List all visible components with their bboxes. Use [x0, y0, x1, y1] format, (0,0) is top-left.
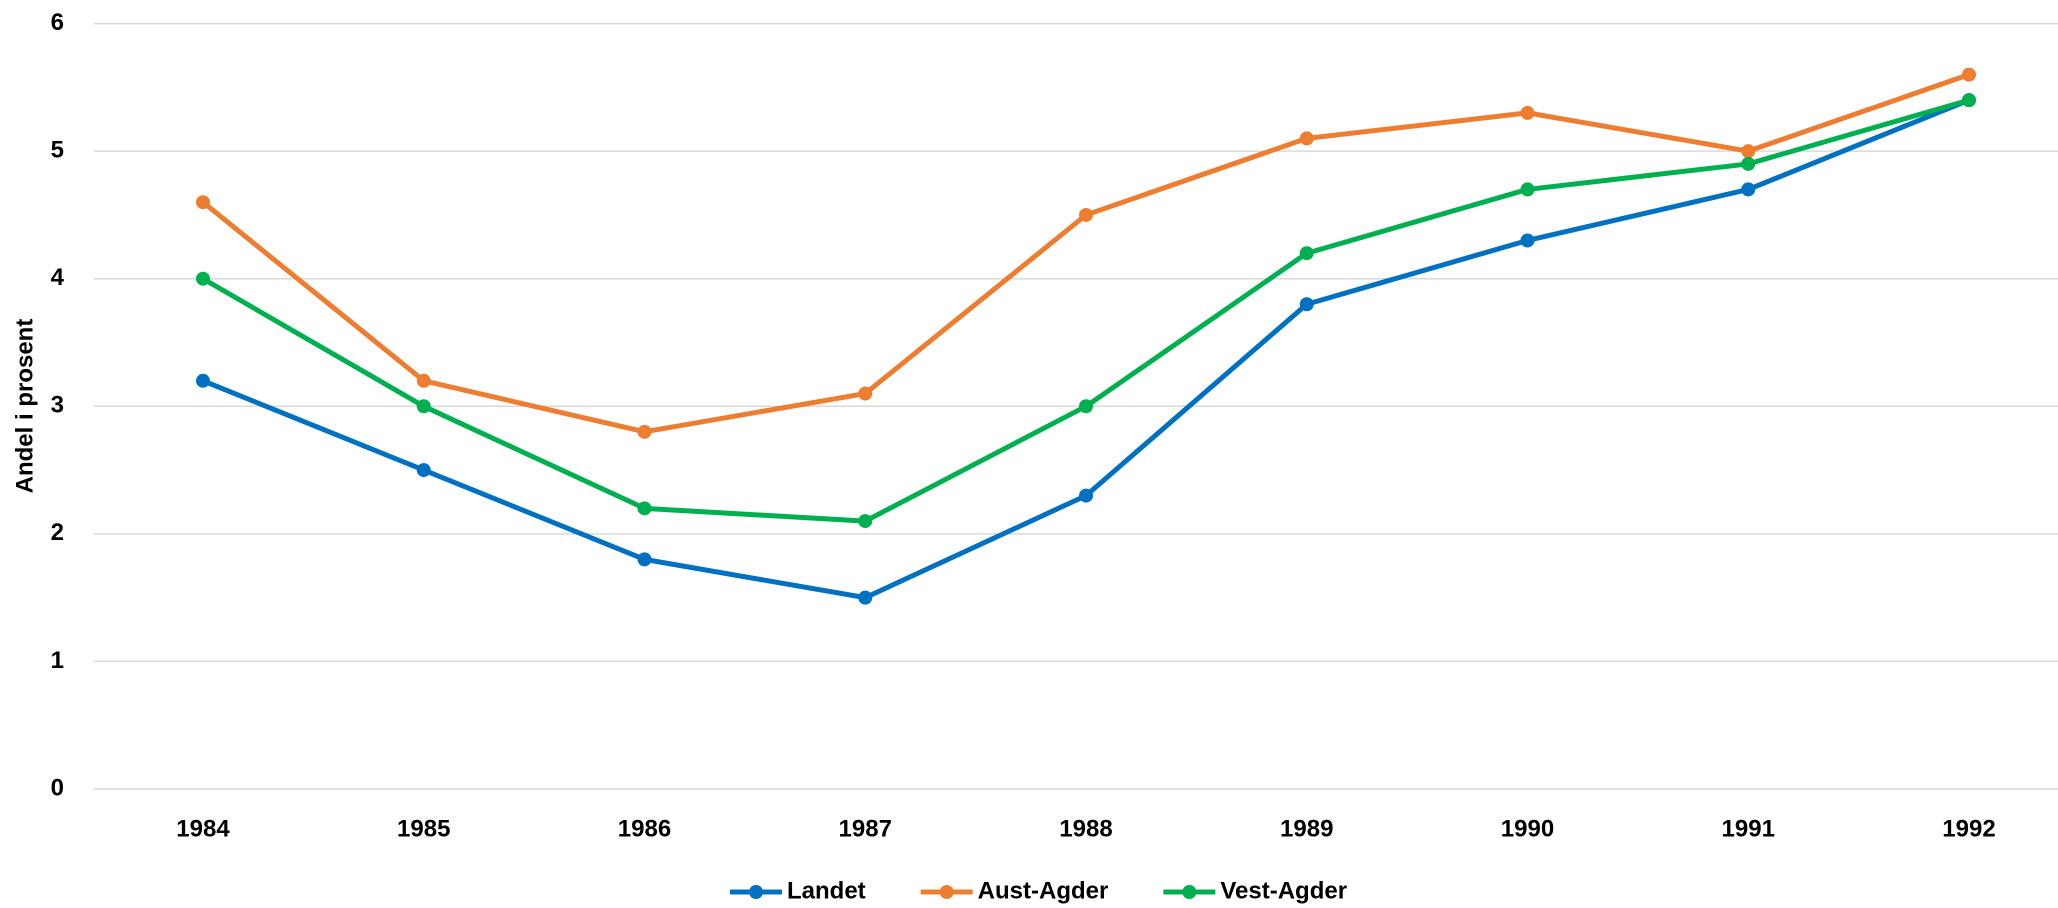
x-tick-label: 1987 [839, 815, 892, 842]
data-point [196, 271, 210, 286]
legend-label: Landet [787, 877, 866, 904]
data-point [1079, 399, 1093, 414]
data-point [1520, 182, 1535, 197]
data-point [1520, 105, 1535, 120]
data-point [1079, 488, 1093, 503]
x-tick-label: 1985 [397, 815, 450, 842]
legend-marker [939, 885, 954, 899]
data-point [637, 501, 652, 516]
data-point [1741, 144, 1756, 159]
x-tick-label: 1992 [1942, 815, 1995, 842]
data-point [1741, 156, 1756, 171]
data-point [858, 590, 873, 605]
data-point [196, 373, 210, 388]
y-axis-label: Andel i prosent [11, 319, 38, 494]
y-tick-label: 5 [51, 137, 64, 164]
legend-marker [749, 885, 763, 899]
legend-marker [1182, 885, 1197, 899]
series-line [201, 72, 1970, 435]
x-tick-label: 1989 [1280, 815, 1333, 842]
y-tick-label: 3 [51, 392, 64, 419]
x-tick-label: 1984 [176, 815, 230, 842]
y-tick-label: 0 [51, 774, 64, 801]
x-tick-label: 1988 [1059, 815, 1112, 842]
y-tick-label: 4 [51, 264, 65, 291]
legend-label: Vest-Agder [1220, 877, 1347, 904]
data-point [416, 373, 431, 388]
y-tick-label: 2 [51, 519, 64, 546]
data-point [1079, 207, 1093, 222]
data-point [1299, 131, 1314, 146]
legend-label: Aust-Agder [978, 877, 1109, 904]
data-point [1299, 246, 1314, 261]
data-point [196, 195, 210, 210]
data-point [858, 386, 873, 401]
series-line [202, 97, 1970, 601]
data-point [1962, 67, 1976, 82]
data-point [637, 424, 652, 439]
x-tick-label: 1991 [1722, 815, 1775, 842]
x-tick-label: 1990 [1501, 815, 1554, 842]
data-point [416, 399, 431, 414]
data-point [1962, 93, 1976, 108]
y-tick-label: 1 [51, 647, 64, 674]
y-tick-label: 6 [51, 9, 64, 36]
x-tick-label: 1986 [618, 815, 671, 842]
data-point [1741, 182, 1756, 197]
data-point [858, 514, 873, 529]
data-point [1520, 233, 1535, 248]
data-point [637, 552, 652, 567]
series-line [201, 97, 1970, 524]
data-point [416, 463, 431, 478]
data-point [1299, 297, 1314, 312]
